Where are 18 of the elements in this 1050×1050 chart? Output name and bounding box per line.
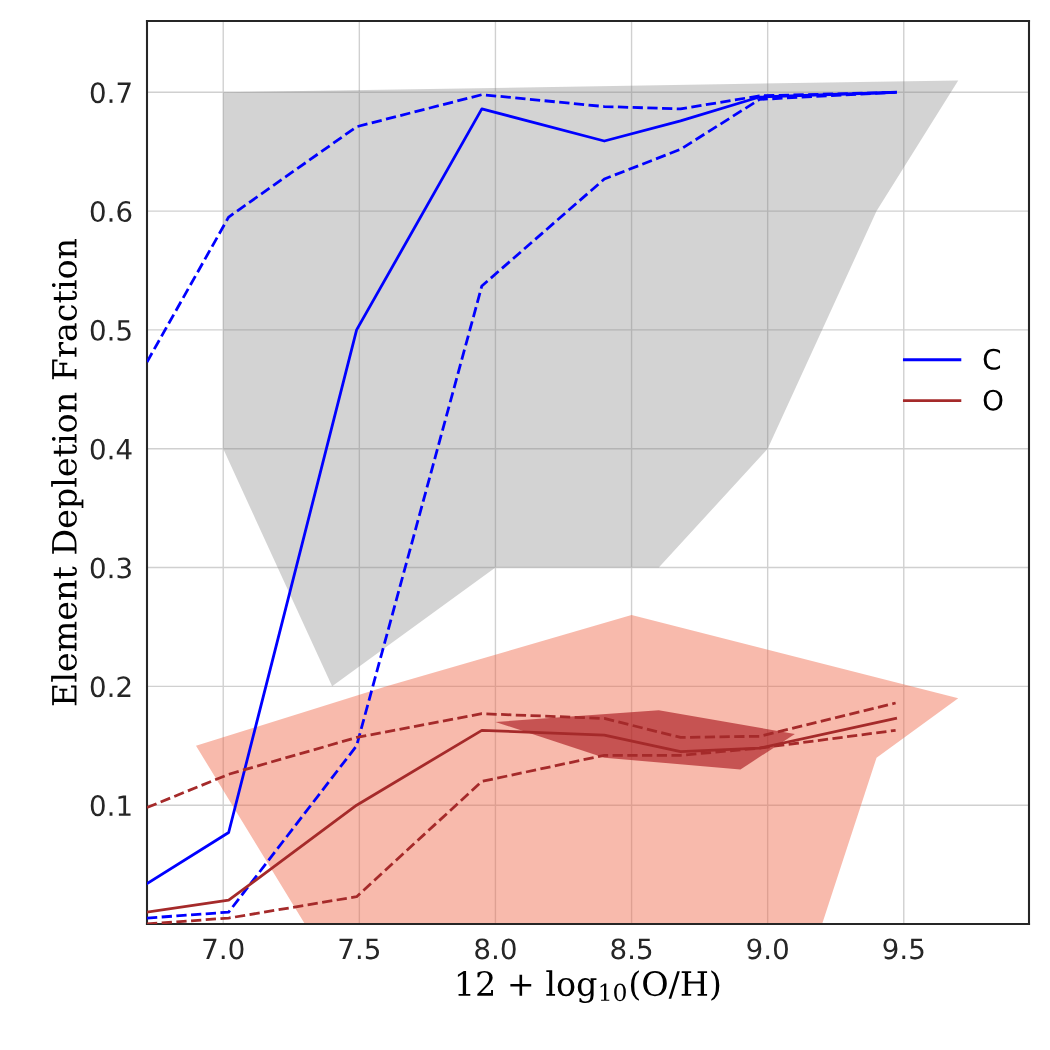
legend-label: C <box>983 348 1001 370</box>
y-axis-title: Element Depletion Fraction <box>51 238 84 706</box>
y-tick-label: 0.5 <box>90 319 131 341</box>
x-tick-label: 7.0 <box>203 938 244 960</box>
x-tick-label: 7.5 <box>339 938 379 960</box>
y-tick-label: 0.3 <box>90 557 131 579</box>
x-tick-label: 9.5 <box>883 938 924 960</box>
y-tick-label: 0.4 <box>90 438 132 460</box>
y-tick-label: 0.1 <box>90 795 131 817</box>
y-tick-label: 0.7 <box>90 82 131 104</box>
line-series <box>147 701 897 809</box>
x-tick-label: 8.5 <box>611 938 652 960</box>
x-tick-label: 8.0 <box>475 938 516 960</box>
y-tick-label: 0.2 <box>90 676 131 698</box>
x-tick-label: 9.0 <box>747 938 788 960</box>
x-axis-title: 12 + log$_{10}$(O/H) <box>457 970 720 1004</box>
y-tick-label: 0.6 <box>90 201 132 223</box>
legend-label: O <box>983 389 1003 411</box>
